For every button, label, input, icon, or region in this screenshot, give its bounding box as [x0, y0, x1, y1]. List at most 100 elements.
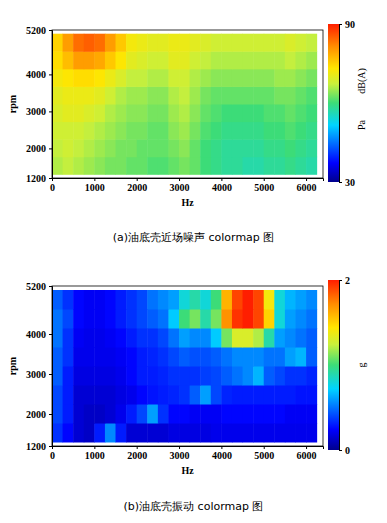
heatmap-cell	[52, 423, 63, 443]
heatmap-cell	[73, 309, 84, 329]
x-tick: 3000	[170, 178, 190, 193]
heatmap-cell	[295, 34, 306, 52]
heatmap-cell	[306, 139, 317, 157]
heatmap-cell	[306, 328, 317, 348]
heatmap-cell	[116, 86, 127, 104]
heatmap-cell	[253, 309, 264, 329]
x-tick: 4000	[212, 178, 232, 193]
colorbar-label: dB(A)	[356, 68, 368, 94]
heatmap-cell	[306, 385, 317, 405]
chart-panel: 0100020003000400050006000120020003000400…	[7, 19, 368, 244]
heatmap-cell	[232, 328, 243, 348]
heatmap-cell	[285, 104, 296, 122]
x-tick-label: 5000	[254, 182, 274, 193]
heatmap-cell	[295, 309, 306, 329]
heatmap-cell	[295, 385, 306, 405]
y-tick-mark	[49, 414, 52, 415]
heatmap-cell	[264, 139, 275, 157]
heatmap-cell	[158, 423, 169, 443]
heatmap-cell	[274, 34, 285, 52]
heatmap-cell	[306, 157, 317, 175]
heatmap-cell	[253, 290, 264, 310]
heatmap-cell	[105, 423, 116, 443]
x-tick: 3000	[170, 446, 190, 461]
heatmap-cells	[52, 290, 317, 443]
heatmap-cell	[168, 104, 179, 122]
y-tick-mark	[49, 334, 52, 335]
heatmap-cell	[84, 69, 95, 87]
x-tick-mark	[179, 446, 180, 449]
heatmap-cell	[190, 328, 201, 348]
heatmap-cell	[168, 290, 179, 310]
heatmap-cell	[126, 404, 137, 424]
heatmap-cell	[126, 423, 137, 443]
heatmap-cell	[168, 122, 179, 140]
heatmap-cell	[179, 139, 190, 157]
heatmap-cell	[200, 404, 211, 424]
heatmap-cell	[232, 385, 243, 405]
heatmap-cell	[243, 423, 254, 443]
heatmap-cell	[73, 51, 84, 69]
heatmap-cell	[274, 290, 285, 310]
colorbar	[328, 24, 339, 182]
heatmap-cell	[158, 385, 169, 405]
heatmap-cell	[285, 86, 296, 104]
heatmap-cell	[274, 139, 285, 157]
heatmap-cell	[126, 86, 137, 104]
heatmap-cell	[285, 328, 296, 348]
heatmap-cell	[274, 157, 285, 175]
heatmap-cell	[306, 423, 317, 443]
heatmap-cell	[126, 328, 137, 348]
y-tick-label: 5200	[26, 281, 46, 292]
heatmap-cell	[190, 139, 201, 157]
heatmap-cell	[73, 385, 84, 405]
heatmap-cell	[243, 51, 254, 69]
heatmap-cell	[94, 139, 105, 157]
heatmap-cell	[63, 366, 74, 386]
x-tick: 0	[50, 178, 55, 193]
x-tick-mark	[137, 446, 138, 449]
heatmap-cell	[179, 34, 190, 52]
y-tick-label: 1200	[26, 441, 46, 452]
heatmap-cell	[84, 34, 95, 52]
heatmap-cell	[179, 157, 190, 175]
heatmap-cells	[52, 34, 317, 175]
heatmap-cell	[295, 347, 306, 367]
heatmap-cell	[306, 404, 317, 424]
x-tick-mark	[221, 178, 222, 181]
heatmap-cell	[168, 157, 179, 175]
heatmap-cell	[211, 290, 222, 310]
heatmap-cell	[179, 404, 190, 424]
heatmap-cell	[94, 328, 105, 348]
heatmap-cell	[147, 423, 158, 443]
y-tick-mark	[49, 286, 52, 287]
heatmap-cell	[274, 366, 285, 386]
heatmap-cell	[179, 86, 190, 104]
heatmap-cell	[232, 34, 243, 52]
heatmap-cell	[63, 347, 74, 367]
y-tick: 1200	[26, 441, 52, 452]
heatmap-cell	[264, 157, 275, 175]
heatmap-cell	[126, 157, 137, 175]
heatmap-cell	[274, 404, 285, 424]
heatmap-cell	[221, 157, 232, 175]
heatmap-cell	[105, 385, 116, 405]
colorbar-tick: 0	[339, 445, 350, 456]
x-axis-title: Hz	[181, 197, 194, 208]
colorbar-tick-mark	[339, 280, 342, 281]
heatmap-cell	[295, 69, 306, 87]
heatmap-cell	[52, 366, 63, 386]
heatmap-cell	[295, 51, 306, 69]
heatmap-cell	[253, 404, 264, 424]
heatmap-cell	[295, 86, 306, 104]
y-axis: 12002000300040005200	[26, 281, 53, 452]
y-tick: 2000	[26, 409, 52, 420]
y-axis-title: rpm	[7, 94, 18, 113]
heatmap-cell	[158, 328, 169, 348]
heatmap-cell	[306, 51, 317, 69]
heatmap-cell	[105, 366, 116, 386]
heatmap-cell	[179, 69, 190, 87]
heatmap-cell	[285, 34, 296, 52]
heatmap-cell	[221, 34, 232, 52]
x-tick-mark	[306, 446, 307, 449]
